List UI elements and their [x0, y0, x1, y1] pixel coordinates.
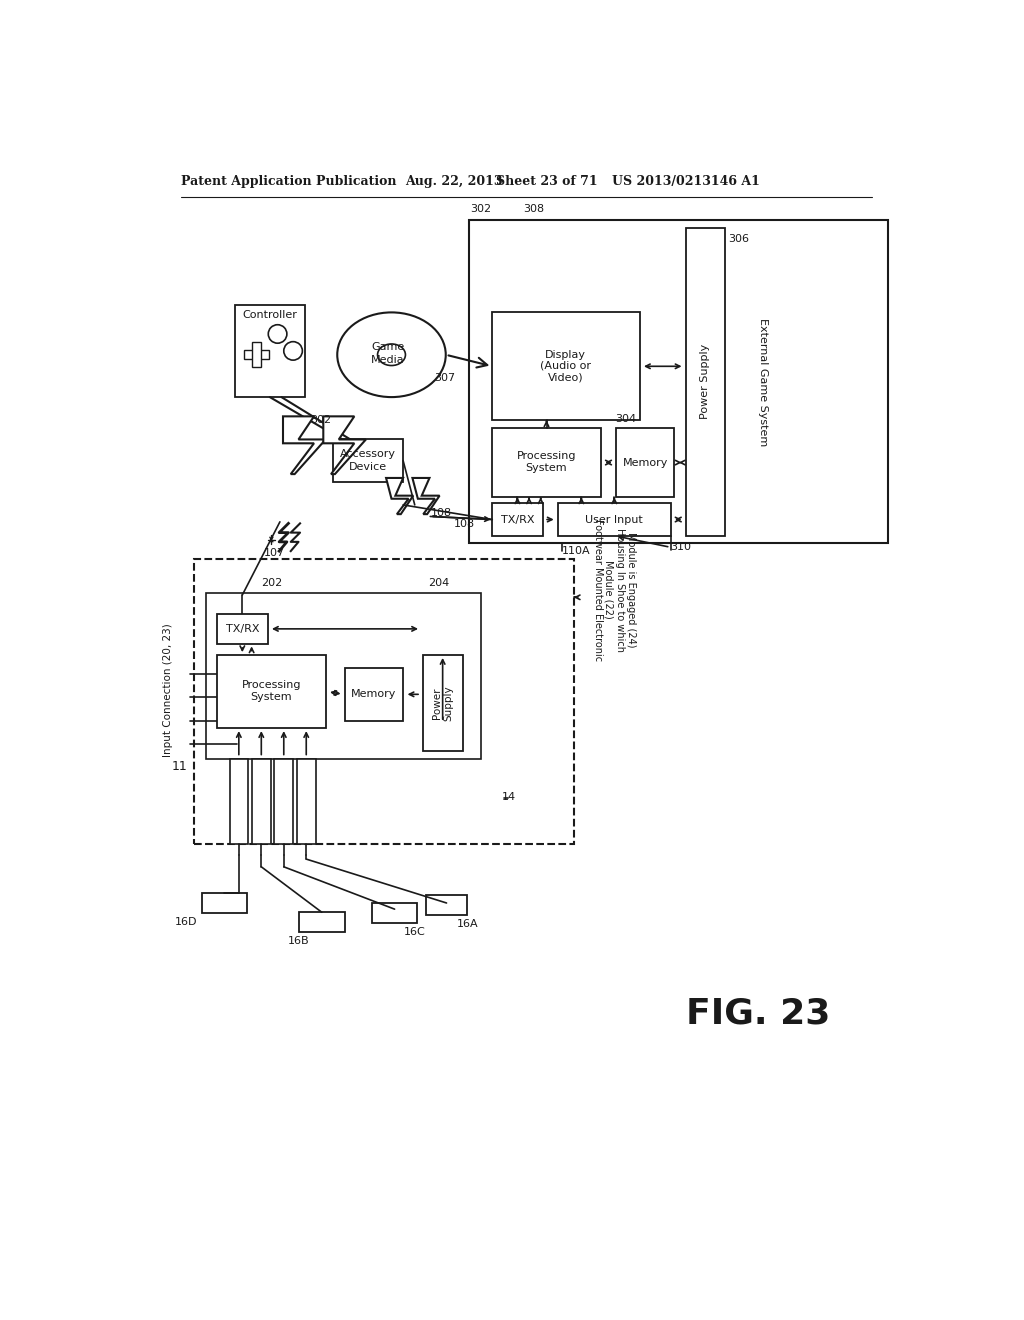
Text: TX/RX: TX/RX [501, 515, 535, 524]
Polygon shape [386, 478, 414, 515]
Text: FIG. 23: FIG. 23 [686, 997, 830, 1030]
Text: (Audio or: (Audio or [541, 360, 592, 371]
Text: Processing: Processing [242, 680, 301, 689]
Text: Game: Game [371, 342, 404, 352]
Text: Processing: Processing [517, 450, 577, 461]
Text: 108: 108 [431, 508, 452, 517]
Polygon shape [324, 416, 366, 474]
Bar [493, 428, 601, 498]
Text: User Input: User Input [586, 515, 643, 524]
Text: Module is Engaged (24): Module is Engaged (24) [626, 532, 636, 647]
Text: Housing In Shoe to which: Housing In Shoe to which [614, 528, 625, 652]
Text: Sheet 23 of 71: Sheet 23 of 71 [496, 176, 598, 187]
Bar [274, 759, 293, 843]
Text: 310: 310 [671, 543, 691, 552]
Text: Device: Device [349, 462, 387, 471]
Text: Footwear Mounted Electronic: Footwear Mounted Electronic [593, 519, 603, 661]
Text: External Game System: External Game System [759, 318, 768, 446]
Polygon shape [283, 416, 326, 474]
Text: 14: 14 [502, 792, 516, 803]
Bar [252, 759, 270, 843]
Bar [245, 350, 269, 359]
Text: 16A: 16A [457, 919, 478, 929]
Text: 11: 11 [172, 760, 187, 774]
Text: Memory: Memory [623, 458, 668, 467]
Text: 202: 202 [261, 578, 282, 587]
Bar [202, 894, 247, 913]
Text: 110A: 110A [562, 546, 591, 556]
Text: Input Connection (20, 23): Input Connection (20, 23) [163, 623, 173, 756]
Ellipse shape [378, 345, 406, 366]
Text: 302: 302 [310, 416, 331, 425]
Text: 302: 302 [471, 205, 492, 214]
Text: Patent Application Publication: Patent Application Publication [180, 176, 396, 187]
Bar [229, 759, 248, 843]
Circle shape [284, 342, 302, 360]
Bar [423, 655, 463, 751]
Text: Memory: Memory [351, 689, 396, 700]
Bar [469, 220, 888, 544]
Bar [217, 655, 326, 729]
Text: 108: 108 [454, 519, 475, 529]
Text: Power
Supply: Power Supply [432, 685, 454, 721]
Bar [299, 912, 345, 932]
Circle shape [268, 325, 287, 343]
Ellipse shape [337, 313, 445, 397]
Text: Power Supply: Power Supply [700, 345, 711, 420]
Text: System: System [251, 692, 292, 702]
Bar [686, 227, 725, 536]
Bar [372, 903, 417, 923]
Bar [334, 440, 403, 482]
Text: 16D: 16D [175, 917, 198, 927]
Text: 304: 304 [614, 413, 636, 424]
Bar [297, 759, 315, 843]
Text: System: System [525, 463, 567, 473]
Text: 107: 107 [263, 548, 285, 557]
Bar [493, 313, 640, 420]
Bar [345, 668, 403, 721]
Bar [558, 503, 671, 536]
Bar [234, 305, 305, 397]
Text: 204: 204 [428, 578, 450, 587]
Bar [493, 503, 543, 536]
Text: TX/RX: TX/RX [225, 624, 259, 634]
Text: Controller: Controller [243, 310, 297, 321]
Text: 307: 307 [434, 372, 456, 383]
Text: Display: Display [546, 350, 587, 360]
Text: 306: 306 [728, 234, 749, 244]
Text: 16C: 16C [403, 927, 426, 937]
Bar [206, 594, 480, 759]
Bar [426, 895, 467, 915]
Polygon shape [413, 478, 439, 515]
Text: Aug. 22, 2013: Aug. 22, 2013 [406, 176, 503, 187]
Text: Media: Media [371, 355, 404, 366]
Text: Module (22): Module (22) [604, 560, 613, 619]
Bar [252, 342, 261, 367]
Bar [194, 558, 573, 843]
Text: 308: 308 [523, 205, 545, 214]
Text: US 2013/0213146 A1: US 2013/0213146 A1 [612, 176, 760, 187]
Text: Video): Video) [548, 372, 584, 381]
Text: 16B: 16B [288, 936, 309, 946]
Bar [616, 428, 675, 498]
Bar [217, 614, 267, 644]
Text: Accessory: Accessory [340, 449, 396, 458]
